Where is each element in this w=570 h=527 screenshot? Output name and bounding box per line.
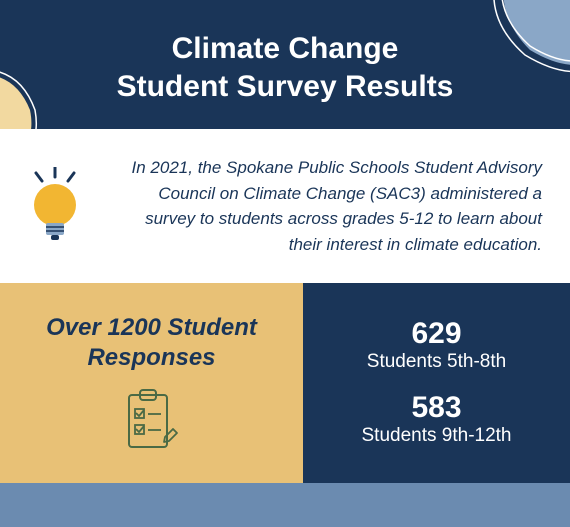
footer-bar	[0, 483, 570, 527]
intro-text: In 2021, the Spokane Public Schools Stud…	[108, 155, 542, 257]
stat-block-0: 629 Students 5th-8th	[367, 319, 506, 373]
stat-label-0: Students 5th-8th	[367, 351, 506, 373]
title-line-2: Student Survey Results	[117, 70, 454, 103]
stat-label-1: Students 9th-12th	[362, 425, 512, 447]
responses-title: Over 1200 Student Responses	[46, 313, 257, 373]
page-title: Climate Change Student Survey Results	[20, 30, 550, 105]
stats-row: Over 1200 Student Responses 629 Students…	[0, 283, 570, 483]
stat-number-1: 583	[362, 393, 512, 423]
stat-number-0: 629	[367, 319, 506, 349]
stats-right-panel: 629 Students 5th-8th 583 Students 9th-12…	[303, 283, 570, 483]
header-banner: Climate Change Student Survey Results	[0, 0, 570, 129]
intro-section: In 2021, the Spokane Public Schools Stud…	[0, 129, 570, 283]
responses-line-2: Responses	[87, 344, 215, 371]
title-line-1: Climate Change	[172, 32, 399, 65]
stats-left-panel: Over 1200 Student Responses	[0, 283, 303, 483]
clipboard-icon	[123, 387, 181, 453]
lightbulb-icon	[20, 167, 90, 245]
responses-line-1: Over 1200 Student	[46, 314, 257, 341]
stat-block-1: 583 Students 9th-12th	[362, 393, 512, 447]
